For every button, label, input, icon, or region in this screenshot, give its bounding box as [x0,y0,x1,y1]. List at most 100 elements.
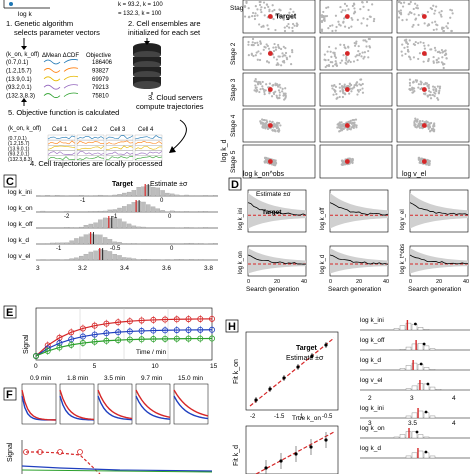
scatter-point [420,157,424,160]
scatter-point [265,159,268,162]
scatter-point [264,124,267,127]
scatter-point [264,127,267,130]
panel-d-xtick: 0 [247,279,250,285]
panel-e-xtick: 15 [210,363,218,370]
scatter-point [438,85,442,88]
panel-c-hist-bar [117,255,122,261]
cell-trajectory [47,156,76,161]
right-strip-bar [429,369,436,371]
panel-c-hist-bar [102,237,108,245]
right-strip-bar [417,327,424,331]
cell-trajectory [134,145,163,150]
scatter-point [334,89,337,93]
scatter-point [445,25,448,28]
scatter-point [419,41,422,44]
right-strip-label: log k_on [360,425,385,432]
scatter-point [324,65,327,69]
scatter-point [322,18,325,21]
scatter-point [399,9,402,12]
right-strip-tick: 3 [368,420,372,427]
legend-target: Target [112,181,134,188]
table-row-cdf-glyph [63,59,79,64]
scatter-point [323,53,326,56]
panel-c-row-label: log k_ini [8,189,32,196]
scatter-point [256,41,259,44]
panel-f-blue-curve [135,395,171,420]
scatter-point [437,92,441,95]
scatter-point [342,17,346,20]
scatter-point [409,88,412,92]
scatter-point [341,87,344,91]
scatter-point [263,93,266,96]
right-strip-bar [423,345,430,351]
panel-h-point-2 [279,459,283,463]
scatter-point [428,125,431,128]
right-strip-bar [393,328,400,331]
table-row-mean-glyph [43,59,61,65]
panel-h: H Target Estimate ±σ Fit k_on True k_on -2 -1… [225,319,339,474]
scatter-point [373,17,376,21]
panel-d-label: D [231,179,239,191]
panel-g-marker [57,449,63,455]
database-icon [133,43,161,89]
scatter-point [339,123,342,127]
panel-c-hist-bar [112,241,117,245]
scatter-point [415,120,419,123]
panel-g-marker [23,449,29,455]
scatter-point [330,55,333,59]
scatter-point [280,64,283,67]
scatter-point [349,128,352,131]
panel-c-row-label: log v_el [8,253,31,260]
cell-thumb [76,150,105,156]
scatter-target-point [267,51,273,56]
scatter-target-point [344,14,350,19]
scatter-point [427,127,430,130]
panel-c-hist-bar [203,211,208,213]
scatter-point [366,18,369,21]
scatter-point [342,127,345,131]
scatter-point [271,84,274,87]
scatter-target-point [267,159,273,164]
scatter-point [334,56,338,59]
panel-c-hist-bar [203,227,208,229]
right-strip-bar [423,436,430,439]
panel-c-hist-bar [59,242,65,245]
panel-c-hist-bar [174,194,180,197]
right-strip-bar [405,415,412,419]
panel-c-hist-bar [88,211,93,213]
panel-c-tick: 3.4 [120,265,129,272]
scatter-point [272,159,276,162]
panel-c-hist-bar [93,211,98,213]
scatter-point [285,56,288,59]
scatter-point [257,43,260,47]
scatter-point [320,29,324,33]
right-strip-bar [411,431,418,439]
scatter-point [295,24,299,28]
scatter-point [266,44,269,48]
scatter-point [432,88,435,91]
scatter-point [418,126,422,129]
scatter-point [442,26,445,29]
arrow-4 [171,119,187,151]
scatter-point [265,121,268,125]
panel-e-time-label: 15.0 min [178,375,203,382]
scatter-point [354,83,358,86]
panel-c-hist-bar [88,251,93,261]
scatter-point [270,95,274,98]
scatter-point [436,85,439,88]
scatter-point [284,54,287,57]
panel-c-hist-bar [102,217,108,229]
scatter-point [427,85,430,88]
scatter-point [434,89,438,92]
scatter-point [403,46,406,49]
scatter-point [271,4,274,7]
scatter-point [419,123,423,126]
scatter-point [341,95,345,99]
arrow-4-head [169,146,176,153]
scatter-point [285,25,289,28]
scatter-point [432,130,436,133]
panel-c-hist-bar [122,257,127,261]
scatter-point [438,87,441,90]
cell-trajectory [47,140,76,145]
scatter-point [266,127,270,131]
